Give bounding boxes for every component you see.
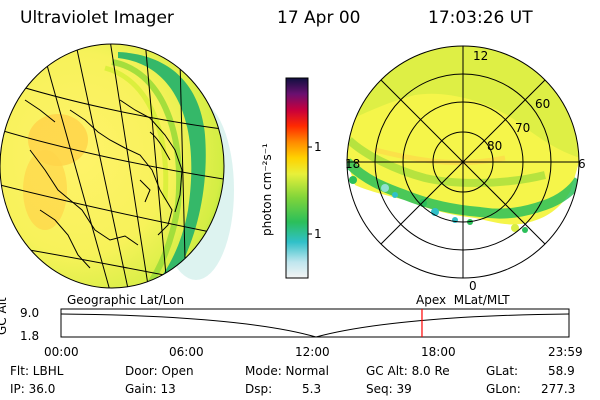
timeline-right-caption: Apex MLat/MLT [416,293,510,307]
param-glon-label: GLon: [486,382,521,396]
auroral-oval-band [118,52,206,288]
lat-label-80: 80 [487,139,502,153]
param-glon-value: 277.3 [541,382,576,396]
param-mode: Mode: Normal [245,364,329,378]
geographic-auroral-image [0,43,234,289]
timeline-xtick-2359: 23:59 [548,345,583,359]
observation-date: 17 Apr 00 [277,8,361,28]
mlt-label-0: 0 [469,279,477,293]
timeline-xtick-0600: 06:00 [169,345,204,359]
timeline-ytick-top: 9.0 [20,306,40,320]
colorbar-label-10: 10 [314,227,322,241]
param-door: Door: Open [125,364,194,378]
instrument-title: Ultraviolet Imager [20,8,174,28]
param-dsp-value: 5.3 [302,382,322,396]
polar-grid [346,45,580,279]
param-dsp-label: Dsp: [245,382,273,396]
colorbar-unit-label: photon cm⁻²s⁻¹ [262,143,274,236]
lat-label-60: 60 [535,97,550,111]
timeline-left-caption: Geographic Lat/Lon [67,293,185,307]
param-glat-label: GLat: [486,364,519,378]
param-ip: IP: 36.0 [10,382,56,396]
param-filter: Flt: LBHL [10,364,64,378]
mlt-label-18: 18 [345,157,360,171]
intensity-colorbar: photon cm⁻²s⁻¹ 100 10 [262,77,322,279]
timeline-ytick-bottom: 1.8 [20,329,40,343]
mlt-label-12: 12 [473,49,488,63]
timeline-xtick-0000: 00:00 [44,345,79,359]
colorbar-gradient [285,77,309,279]
magnetic-polar-plot: 12 18 6 0 60 70 80 [345,45,586,293]
altitude-timeline [60,308,570,338]
observation-time: 17:03:26 UT [428,8,533,28]
mlt-label-6: 6 [578,157,586,171]
timeline-frame [60,308,570,338]
colorbar-label-100: 100 [314,140,322,154]
timeline-xtick-1200: 12:00 [295,345,330,359]
timeline-axis-title: GC Alt [0,297,9,335]
param-seq: Seq: 39 [366,382,412,396]
globe-disk [0,44,224,288]
altitude-curve [60,313,570,338]
timeline-xtick-1800: 18:00 [421,345,456,359]
param-glat-value: 58.9 [548,364,575,378]
lat-label-70: 70 [515,121,530,135]
param-gc-alt: GC Alt: 8.0 Re [366,364,450,378]
param-gain: Gain: 13 [125,382,176,396]
